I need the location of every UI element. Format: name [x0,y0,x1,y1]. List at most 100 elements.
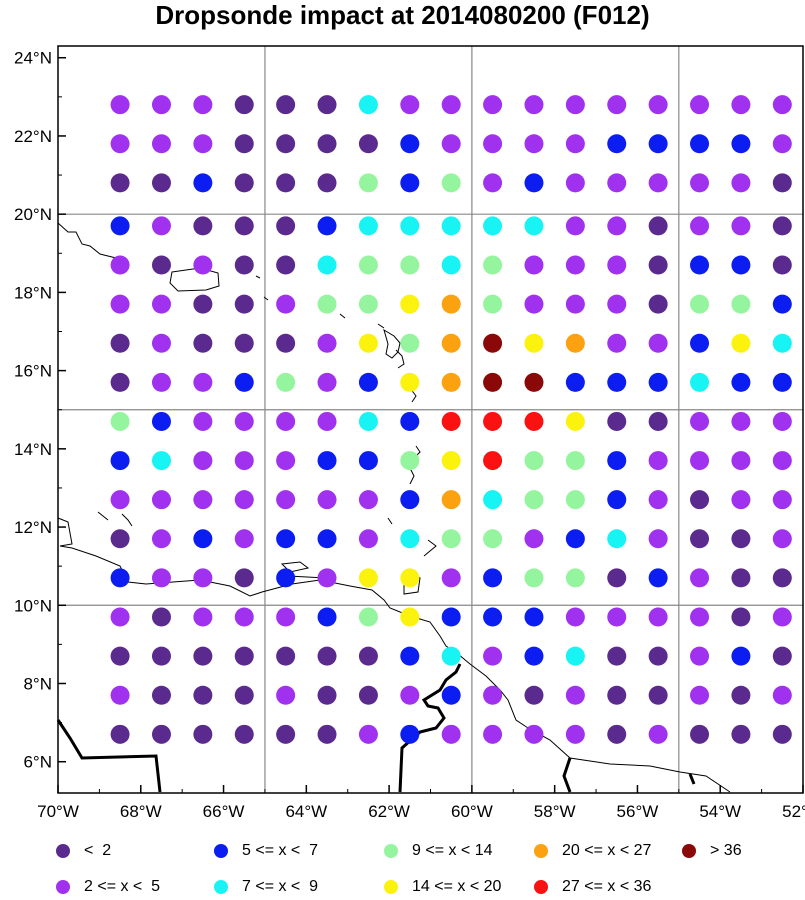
y-tick-label: 12°N [14,518,52,537]
impact-dot [524,372,544,392]
impact-dot [607,294,627,314]
impact-dot [607,255,627,275]
impact-dot [234,724,254,744]
impact-dot [193,411,213,431]
impact-dot [151,529,171,549]
legend-item: 14 <= x < 20 [384,877,501,897]
impact-dot [358,607,378,627]
impact-dot [317,724,337,744]
impact-dot [772,607,792,627]
impact-dot [110,529,130,549]
impact-dot [400,646,420,666]
impact-dot [193,216,213,236]
impact-dot [731,529,751,549]
impact-dot [690,490,710,510]
impact-dot [276,568,296,588]
impact-dot [441,724,461,744]
impact-dot [565,255,585,275]
impact-dot [648,451,668,471]
impact-dot [690,95,710,115]
impact-dot [400,255,420,275]
impact-dot [565,294,585,314]
impact-dot [607,95,627,115]
y-tick-label: 8°N [23,674,52,693]
impact-dot [151,134,171,154]
impact-dot [193,646,213,666]
impact-dot [731,372,751,392]
coast-guadeloupe [383,328,401,359]
impact-dot [358,451,378,471]
impact-dot [276,490,296,510]
impact-dot [110,685,130,705]
x-tick-label: 64°W [285,802,327,821]
impact-dot [151,333,171,353]
x-tick-label: 70°W [37,802,79,821]
impact-dot [648,646,668,666]
impact-dot [151,294,171,314]
impact-dot [648,294,668,314]
impact-dot [110,333,130,353]
impact-dot [151,568,171,588]
map-gridlines [58,46,803,793]
impact-dot [483,724,503,744]
impact-dot [607,372,627,392]
impact-dot [193,333,213,353]
impact-dot [483,685,503,705]
impact-dot [151,451,171,471]
impact-dot [524,95,544,115]
impact-dot [524,294,544,314]
impact-dot [731,255,751,275]
impact-dot [483,490,503,510]
impact-dot [193,568,213,588]
impact-dot [648,490,668,510]
impact-dot [441,216,461,236]
impact-dot [276,646,296,666]
impact-dot [110,372,130,392]
legend-label: 9 <= x < 14 [412,842,493,859]
impact-dot [358,724,378,744]
impact-dot [441,451,461,471]
impact-dot [524,255,544,275]
impact-dot [690,294,710,314]
legend-label: 5 <= x < 7 [242,842,319,859]
impact-dot [358,95,378,115]
impact-dot [483,134,503,154]
impact-dot [317,95,337,115]
y-tick-label: 6°N [23,753,52,772]
impact-dot [565,173,585,193]
legend-label: 7 <= x < 9 [242,878,319,895]
impact-dot [731,451,751,471]
impact-dot [772,372,792,392]
impact-dot [731,173,751,193]
coast-st-vincent [409,467,415,485]
impact-dot [731,490,751,510]
impact-dot [648,411,668,431]
impact-dot [607,646,627,666]
impact-dot [400,607,420,627]
impact-dot [234,333,254,353]
impact-dot [441,372,461,392]
impact-dot [441,173,461,193]
coast-leeward-island [339,313,385,329]
impact-dot [607,411,627,431]
impact-dot [400,134,420,154]
impact-dot [358,490,378,510]
impact-dot [772,685,792,705]
y-tick-label: 10°N [14,596,52,615]
coast-hispaniola-east [57,222,125,267]
impact-dot [234,568,254,588]
impact-dot [483,411,503,431]
impact-dot [276,333,296,353]
impact-dot [565,490,585,510]
impact-dot [772,216,792,236]
impact-dot [317,294,337,314]
impact-dot [483,568,503,588]
impact-dot [317,529,337,549]
impact-dot [234,411,254,431]
impact-dot [441,490,461,510]
impact-dot [731,724,751,744]
impact-dot [358,134,378,154]
impact-dot [772,490,792,510]
impact-dot [151,490,171,510]
impact-dot [441,529,461,549]
